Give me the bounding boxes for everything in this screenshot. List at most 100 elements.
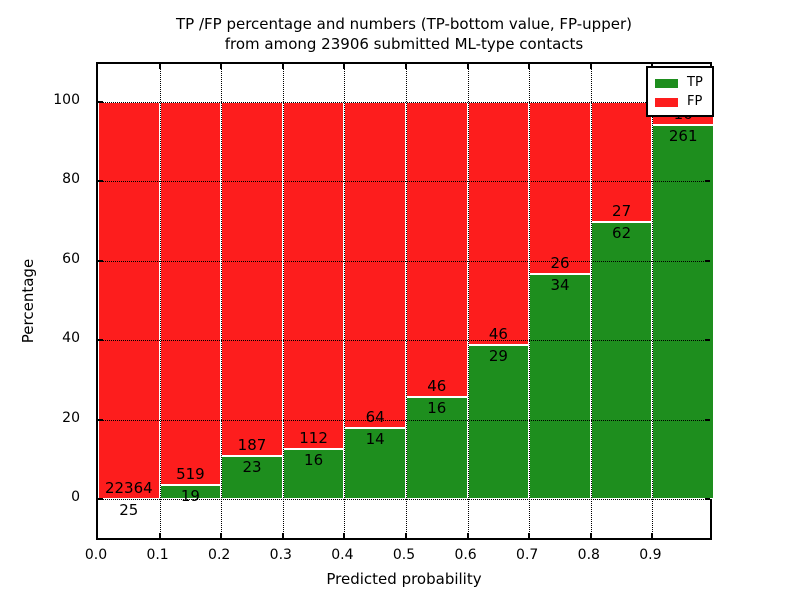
legend-label-fp: FP — [687, 94, 703, 109]
legend-label-tp: TP — [687, 75, 703, 90]
fp-count-label: 64 — [365, 407, 385, 426]
bar-segment-tp — [590, 222, 653, 499]
x-axis-label: Predicted probability — [326, 570, 482, 588]
top-tick — [589, 64, 592, 69]
x-tick-label: 0.9 — [639, 547, 662, 563]
x-tick-label: 0.3 — [269, 547, 292, 563]
plot-area: 22364 25 519 19 187 23 112 16 64 14 46 16 46 29 26 34 27… — [96, 62, 714, 540]
right-tick — [705, 180, 710, 183]
top-tick — [220, 64, 223, 69]
bar-segment-tp — [529, 274, 591, 499]
vertical-gridline — [590, 64, 592, 538]
left-tick — [98, 418, 103, 421]
vertical-gridline — [221, 64, 223, 538]
bar-segment-tp — [282, 449, 345, 499]
bottom-tick — [343, 533, 346, 538]
right-tick — [705, 259, 710, 262]
y-tick-label: 60 — [62, 250, 80, 267]
x-tick-label: 0.8 — [577, 547, 600, 563]
x-tick-label: 0.6 — [454, 547, 477, 563]
tp-count-label: 29 — [488, 347, 508, 366]
chart-title: TP /FP percentage and numbers (TP-bottom… — [96, 14, 712, 54]
bottom-tick — [466, 533, 469, 538]
x-tick-label: 0.4 — [331, 547, 354, 563]
x-tick-label: 0.2 — [208, 547, 231, 563]
bar-segment-fp — [406, 102, 468, 397]
tp-count-label: 19 — [180, 486, 200, 505]
tp-count-label: 261 — [668, 126, 698, 145]
fp-count-label: 112 — [299, 429, 328, 448]
y-tick-label: 0 — [71, 489, 80, 505]
right-tick — [705, 339, 710, 342]
bar-segment-fp — [221, 102, 283, 456]
legend: TP FP — [646, 66, 714, 117]
tp-count-label: 25 — [119, 500, 139, 519]
left-tick — [98, 339, 103, 342]
x-tick-label: 0.0 — [84, 547, 108, 563]
left-tick — [98, 180, 103, 183]
x-tick-label: 0.7 — [516, 547, 539, 563]
chart-title-line2: from among 23906 submitted ML-type conta… — [224, 35, 584, 53]
bar-segment-fp — [282, 102, 345, 450]
vertical-gridline — [282, 64, 284, 538]
vertical-gridline — [159, 64, 161, 538]
y-axis-label: Percentage — [19, 258, 37, 344]
bar-segment-fp — [344, 102, 406, 428]
bottom-tick — [589, 533, 592, 538]
y-tick-label: 40 — [62, 330, 80, 347]
tp-count-label: 16 — [427, 398, 447, 417]
bar-segment-tp — [467, 345, 530, 499]
bottom-tick — [405, 533, 407, 538]
vertical-gridline — [344, 64, 346, 538]
horizontal-gridline — [98, 499, 710, 500]
left-tick — [98, 259, 103, 262]
right-tick — [705, 498, 710, 500]
y-tick-label: 100 — [53, 92, 80, 108]
tp-count-label: 23 — [242, 457, 262, 476]
horizontal-gridline — [98, 102, 710, 103]
bottom-tick — [220, 533, 223, 538]
bar-segment-fp — [159, 102, 222, 485]
vertical-gridline — [406, 64, 407, 538]
top-tick — [405, 64, 407, 69]
top-tick — [158, 64, 161, 69]
fp-count-label: 519 — [176, 464, 205, 483]
bottom-tick — [158, 533, 161, 538]
tp-swatch-icon — [655, 78, 678, 88]
bottom-tick — [281, 533, 284, 538]
fp-count-label: 26 — [550, 254, 570, 273]
right-tick — [705, 418, 710, 421]
bar-segment-fp — [98, 102, 160, 499]
fp-count-label: 27 — [612, 202, 632, 221]
fp-count-label: 46 — [488, 325, 508, 344]
legend-entry-tp: TP — [655, 76, 705, 90]
vertical-gridline — [652, 64, 654, 538]
top-tick — [281, 64, 284, 69]
left-tick — [98, 498, 103, 500]
bottom-tick — [528, 533, 531, 538]
top-tick — [528, 64, 531, 69]
tp-count-label: 34 — [550, 276, 570, 295]
bar-segment-fp — [529, 102, 591, 275]
left-tick — [98, 101, 103, 103]
fp-swatch-icon — [655, 97, 678, 107]
chart-title-line1: TP /FP percentage and numbers (TP-bottom… — [176, 15, 632, 33]
fp-count-label: 46 — [427, 376, 447, 395]
tp-count-label: 14 — [365, 429, 385, 448]
horizontal-gridline — [98, 419, 710, 421]
y-tick-label: 80 — [62, 171, 80, 188]
vertical-gridline — [529, 64, 531, 538]
bottom-tick — [651, 533, 654, 538]
bar-segment-fp — [467, 102, 530, 346]
horizontal-gridline — [98, 181, 710, 183]
legend-entry-fp: FP — [655, 95, 705, 109]
y-tick-label: 20 — [62, 409, 80, 426]
fp-count-label: 22364 — [104, 478, 153, 497]
top-tick — [466, 64, 469, 69]
x-tick-label: 0.5 — [392, 547, 416, 563]
bar-segment-tp — [221, 455, 283, 499]
x-tick-label: 0.1 — [146, 547, 169, 563]
horizontal-gridline — [98, 260, 710, 262]
horizontal-gridline — [98, 340, 710, 342]
